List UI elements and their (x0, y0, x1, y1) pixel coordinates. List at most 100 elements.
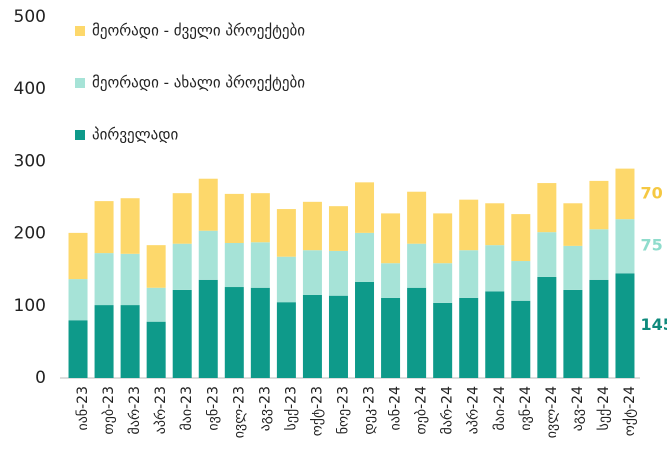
bar-segment (589, 180, 609, 230)
x-tick-label: ოქტ-23 (309, 386, 325, 436)
bar-segment (563, 245, 583, 290)
legend-label: მეორადი - ახალი პროექტები (92, 74, 305, 92)
x-tick-label: დეკ-23 (362, 386, 378, 435)
x-tick-label: ივნ-24 (518, 386, 534, 431)
bar-segment (120, 253, 140, 306)
bar-segment (146, 287, 166, 322)
x-tick-label: ოქტ-24 (622, 386, 638, 436)
bar-segment (615, 273, 635, 378)
bar-segment (146, 245, 166, 288)
bar-segment (407, 191, 427, 244)
x-tick-label: ივნ-23 (205, 386, 221, 431)
bar-segment (407, 287, 427, 378)
y-tick-label: 100 (14, 296, 46, 316)
x-tick-label: სექ-23 (283, 386, 299, 430)
bar-segment (328, 250, 348, 296)
bar-segment (511, 300, 531, 378)
bar-segment (563, 203, 583, 246)
x-tick-label: მარ-24 (439, 386, 456, 435)
value-label: 75 (640, 236, 662, 255)
bar-segment (68, 279, 88, 321)
bar-segment (537, 183, 557, 233)
bar-segment (589, 229, 609, 280)
x-tick-label: მაი-23 (179, 386, 195, 431)
x-tick-label: ივლ-23 (231, 386, 247, 438)
x-tick-label: აგვ-24 (570, 386, 586, 431)
bar-segment (459, 199, 479, 251)
x-tick-label: იან-24 (388, 386, 404, 431)
legend-swatch (75, 78, 85, 88)
y-tick-label: 300 (14, 151, 46, 171)
bar-segment (224, 242, 244, 288)
bar-segment (198, 230, 218, 280)
x-tick-label: აგვ-23 (257, 386, 273, 431)
bar-segment (276, 209, 296, 257)
bar-segment (250, 242, 270, 288)
bar-segment (198, 279, 218, 378)
bar-segment (302, 201, 322, 251)
x-tick-label: იან-23 (75, 386, 91, 431)
x-tick-label: ივლ-24 (544, 386, 560, 438)
bar-segment (615, 168, 635, 220)
bar-segment (328, 206, 348, 251)
bar-segment (250, 287, 270, 378)
x-tick-label: აპრ-24 (465, 386, 482, 434)
bar-segment (146, 321, 166, 378)
bar-segment (537, 276, 557, 378)
bar-segment (485, 203, 505, 246)
bar-segment (485, 291, 505, 378)
bar-segment (68, 320, 88, 378)
bar-segment (224, 287, 244, 378)
y-tick-label: 0 (35, 368, 46, 388)
bar-segment (381, 297, 401, 378)
bar-segment (94, 253, 114, 306)
bar-segment (94, 305, 114, 378)
bar-segment (172, 289, 192, 378)
bar-segment (276, 302, 296, 378)
bar-segment (615, 219, 635, 274)
x-tick-label: სექ-24 (596, 386, 612, 431)
bar-segment (407, 243, 427, 288)
bar-segment (172, 193, 192, 244)
x-tick-label: თებ-23 (101, 386, 117, 434)
bar-segment (511, 261, 531, 301)
bar-segment (355, 182, 375, 233)
bar-segment (537, 232, 557, 277)
bar-segment (328, 295, 348, 378)
bar-segment (589, 279, 609, 378)
bar-segment (302, 294, 322, 378)
legend-swatch (75, 26, 85, 36)
bar-segment (120, 198, 140, 254)
bar-segment (355, 281, 375, 378)
x-tick-label: თებ-24 (414, 386, 430, 435)
bar-segment (459, 297, 479, 378)
x-tick-label: ნოე-23 (335, 386, 351, 434)
y-tick-label: 200 (14, 224, 46, 244)
x-tick-label: მარ-23 (126, 386, 143, 434)
bar-segment (433, 302, 453, 378)
bar-segment (433, 263, 453, 303)
bar-segment (302, 250, 322, 295)
bar-segment (485, 245, 505, 292)
bar-segment (94, 201, 114, 254)
value-label: 70 (640, 183, 662, 202)
x-tick-label: აპრ-23 (152, 386, 169, 434)
bar-segment (120, 305, 140, 378)
bar-segment (381, 263, 401, 298)
y-tick-label: 500 (14, 7, 46, 27)
legend-swatch (75, 130, 85, 140)
bar-segment (224, 193, 244, 243)
bar-segment (68, 232, 88, 280)
legend-label: მეორადი - ძველი პროექტები (92, 22, 305, 40)
x-tick-label: მაი-24 (492, 386, 508, 431)
bar-segment (459, 250, 479, 298)
bar-segment (276, 256, 296, 303)
bar-segment (433, 213, 453, 264)
y-tick-label: 400 (14, 79, 46, 99)
value-label: 145 (640, 315, 667, 334)
bar-segment (381, 213, 401, 264)
bar-segment (198, 178, 218, 231)
bar-segment (355, 232, 375, 282)
bar-segment (250, 193, 270, 243)
